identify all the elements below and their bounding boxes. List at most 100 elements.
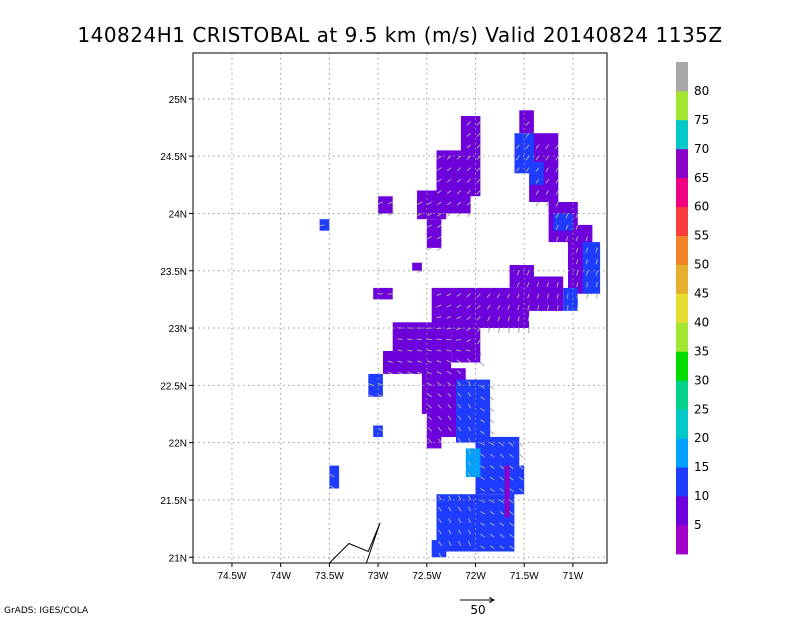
wind-vector [480, 384, 485, 389]
wind-vector [499, 465, 505, 470]
wind-vector [448, 518, 452, 524]
wind-speed-region [368, 373, 383, 397]
storm-track-line [329, 522, 381, 564]
x-tick-label: 72W [465, 571, 486, 582]
colorbar-label: 55 [694, 229, 709, 243]
x-tick-label: 71W [563, 571, 584, 582]
wind-vector [518, 442, 524, 447]
wind-vector [426, 235, 432, 240]
wind-vector [436, 201, 442, 206]
colorbar-swatch [676, 496, 688, 526]
wind-vector [416, 349, 422, 352]
wind-vector [446, 155, 452, 160]
wind-vector [489, 545, 495, 549]
wind-vector [448, 495, 452, 501]
y-tick-label: 25N [169, 95, 187, 106]
wind-vector [476, 167, 481, 172]
wind-vector [446, 178, 452, 183]
x-tick-label: 74W [270, 571, 291, 582]
wind-speed-field [319, 110, 601, 558]
wind-vector [487, 316, 491, 322]
wind-vector [536, 293, 540, 299]
colorbar-swatch [676, 322, 688, 352]
wind-vector [586, 293, 588, 299]
wind-vector [456, 213, 462, 217]
wind-vector [555, 201, 559, 207]
storm-track [329, 522, 381, 564]
x-tick-label: 73.5W [315, 571, 344, 582]
wind-vector [518, 453, 524, 459]
grads-credit: GrADS: IGES/COLA [4, 606, 89, 616]
wind-vector [480, 419, 485, 423]
wind-vector [436, 316, 442, 319]
wind-vector [458, 518, 462, 524]
wind-vector [456, 167, 462, 172]
wind-vector [437, 404, 442, 409]
wind-vector [426, 360, 432, 363]
wind-vector [467, 392, 472, 398]
wind-vector [436, 293, 442, 296]
wind-vector [397, 371, 403, 375]
colorbar-swatch [676, 351, 688, 381]
reference-vector: 50 [460, 597, 496, 617]
colorbar-label: 5 [694, 518, 702, 532]
colorbar-swatch [676, 177, 688, 208]
wind-vector [545, 190, 550, 196]
colorbar-label: 20 [694, 431, 709, 445]
wind-vector [447, 415, 452, 421]
wind-vector [407, 371, 413, 375]
wind-vector [509, 488, 514, 493]
wind-vector [467, 380, 472, 386]
wind-vector [565, 236, 569, 242]
wind-vector [427, 382, 432, 386]
wind-vector [489, 522, 495, 527]
colorbar-swatch [676, 467, 688, 497]
wind-vector [427, 415, 433, 421]
colorbar-label: 10 [694, 489, 709, 503]
wind-vector [575, 213, 579, 219]
wind-speed-region [426, 219, 442, 248]
wind-vector [487, 327, 491, 333]
wind-vector [427, 201, 432, 206]
wind-vector [437, 393, 442, 398]
colorbar-label: 15 [694, 460, 709, 474]
wind-vector [566, 293, 569, 299]
wind-vector [456, 316, 462, 320]
wind-vector [595, 270, 598, 276]
wind-vector [555, 155, 559, 161]
colorbar-swatch [676, 438, 688, 468]
y-tick-label: 22N [169, 439, 187, 450]
wind-vector [535, 167, 540, 172]
wind-vector [595, 259, 598, 265]
wind-vector [586, 270, 588, 276]
colorbar-swatch [676, 62, 688, 92]
wind-vector [467, 472, 472, 478]
wind-vector [536, 282, 540, 288]
wind-vector [446, 359, 452, 363]
wind-vector [417, 360, 423, 363]
wind-vector [555, 167, 559, 173]
wind-vector [518, 488, 524, 493]
wind-vector [466, 213, 471, 218]
x-tick-label: 71.5W [510, 571, 539, 582]
wind-vector [517, 316, 520, 322]
wind-vector [466, 304, 471, 309]
wind-vector [508, 328, 511, 334]
wind-vector [329, 473, 335, 478]
wind-vector [319, 224, 325, 227]
colorbar-swatch [676, 525, 688, 555]
wind-vector [499, 453, 505, 458]
wind-vector [457, 392, 462, 398]
wind-vector [525, 144, 530, 150]
wind-vector [446, 304, 452, 308]
wind-vector [476, 132, 481, 138]
wind-vector [499, 488, 505, 492]
wind-vector [489, 533, 495, 538]
wind-vector [489, 476, 495, 481]
wind-vector [499, 545, 505, 550]
wind-speed-region [456, 379, 491, 443]
wind-vector [467, 426, 472, 432]
wind-vector [458, 495, 462, 501]
wind-vector [426, 349, 432, 352]
wind-vector [397, 338, 403, 340]
